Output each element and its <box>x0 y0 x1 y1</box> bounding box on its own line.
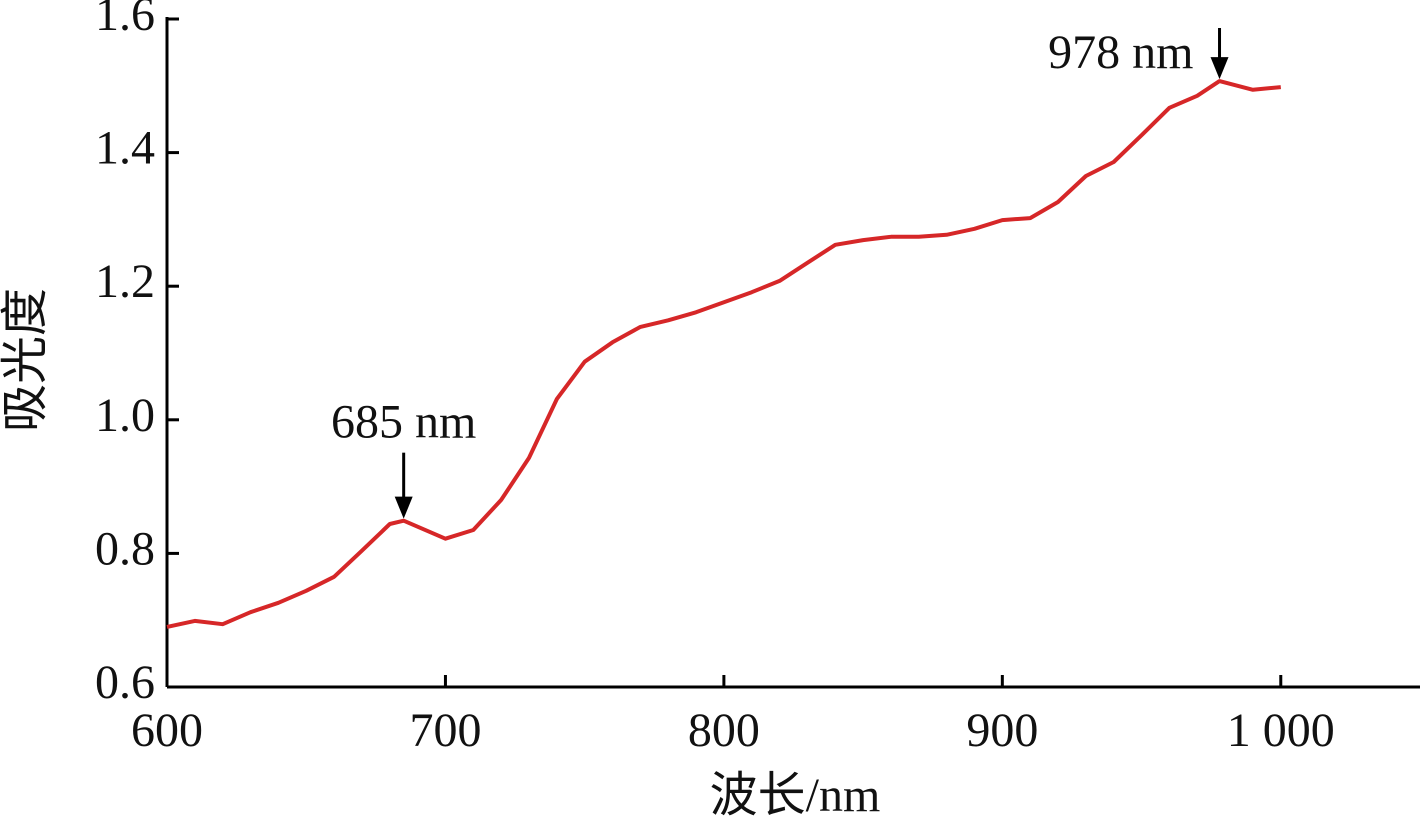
annotation-text: 685 nm <box>331 396 476 449</box>
x-axis-label: 波长/nm <box>710 769 881 822</box>
x-tick-label: 900 <box>966 704 1038 757</box>
data-line <box>166 79 1281 629</box>
annotation-arrowhead <box>394 496 413 519</box>
y-axis-label: 吸光度 <box>0 288 52 432</box>
x-tick-label: 600 <box>131 704 203 757</box>
y-tick-label: 1.0 <box>95 389 155 442</box>
x-tick-label: 1 000 <box>1227 704 1335 757</box>
annotation-arrowhead <box>1210 57 1229 80</box>
y-tick-label: 0.6 <box>95 656 155 709</box>
x-tick-label: 800 <box>688 704 760 757</box>
y-tick-label: 0.8 <box>95 522 155 575</box>
x-tick-label: 700 <box>409 704 481 757</box>
y-tick-label: 1.4 <box>95 122 155 175</box>
y-tick-label: 1.2 <box>95 255 155 308</box>
y-tick-label: 1.6 <box>95 0 155 41</box>
annotation-text: 978 nm <box>1048 26 1193 79</box>
